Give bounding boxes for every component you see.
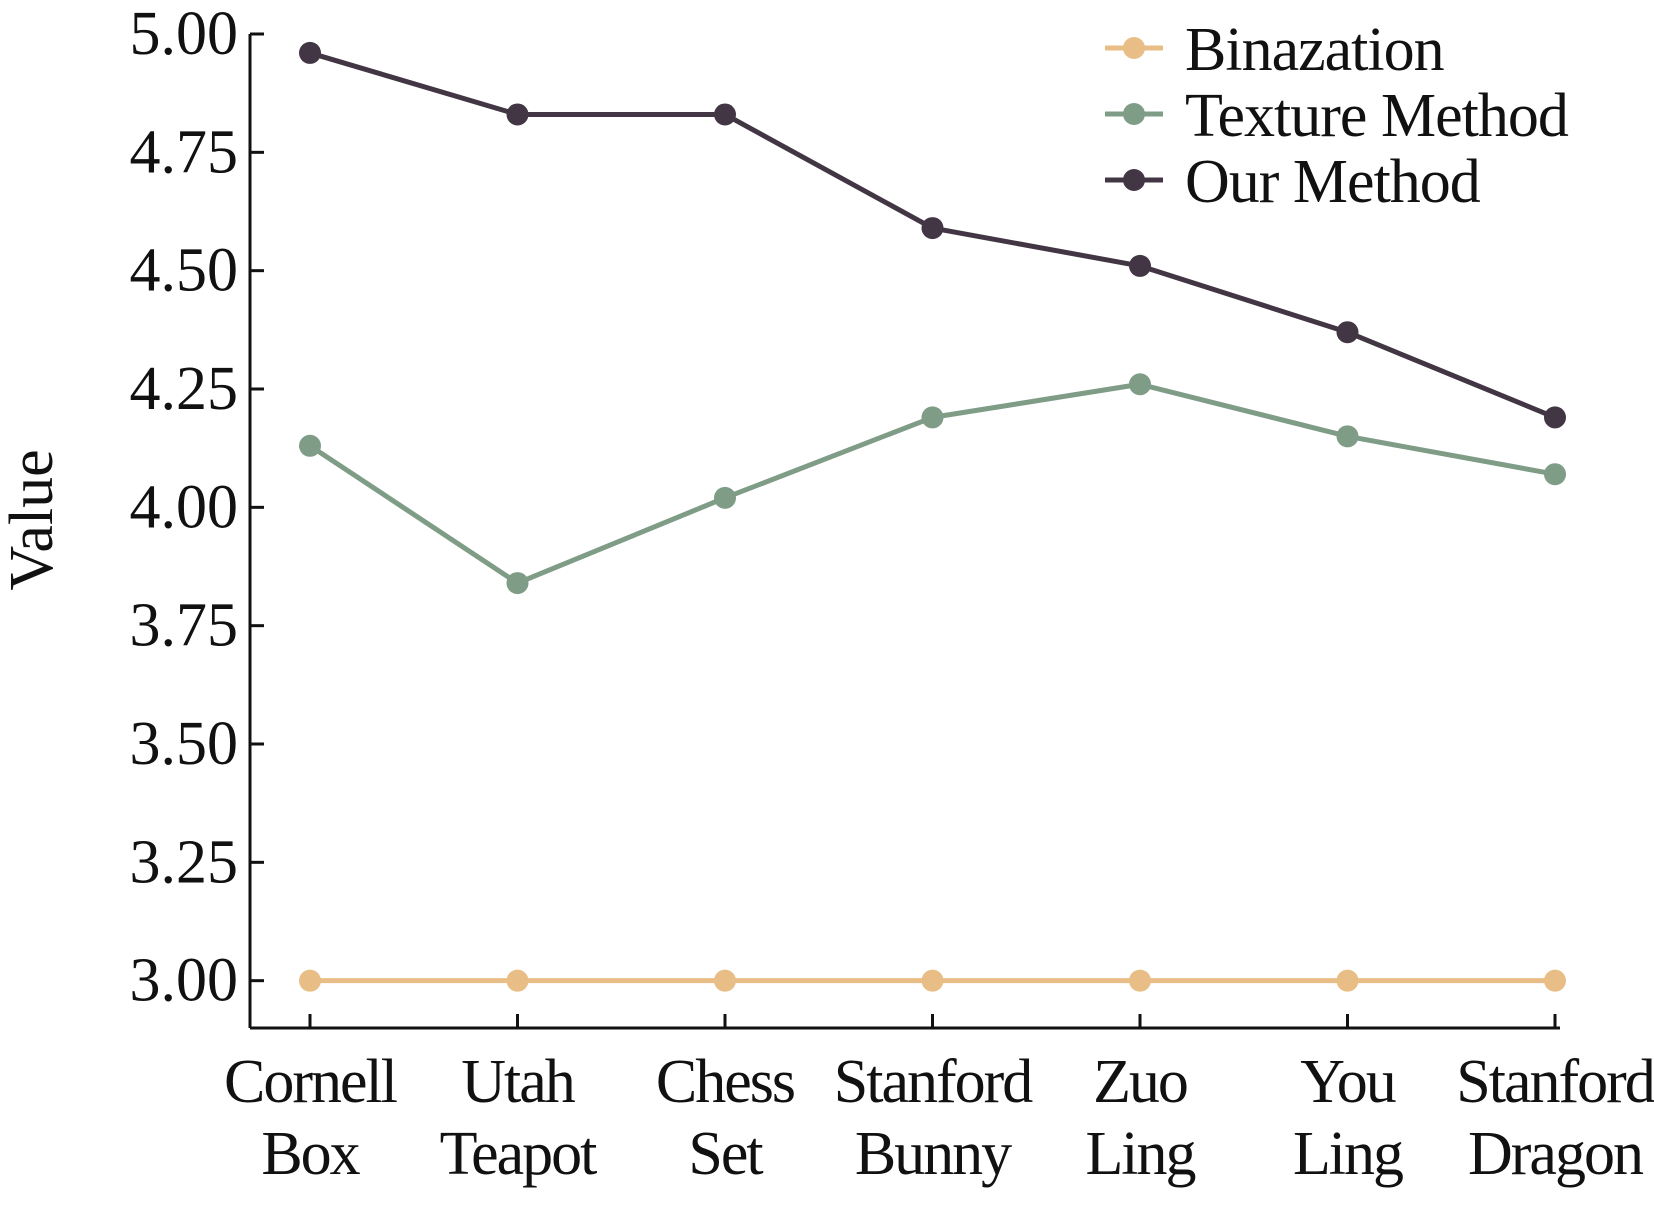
x-tick-label-line: Teapot — [440, 1120, 598, 1188]
x-tick-label-line: Box — [261, 1120, 360, 1188]
y-tick-label: 4.25 — [130, 355, 239, 423]
legend-swatch-marker — [1123, 169, 1145, 191]
x-tick-label-line: Zuo — [1093, 1048, 1187, 1116]
y-tick-label: 3.25 — [130, 828, 239, 896]
y-tick-label: 4.75 — [130, 118, 239, 186]
legend-item: Our Method — [1105, 148, 1482, 216]
x-tick-label-line: Dragon — [1468, 1120, 1644, 1188]
y-tick-label: 5.00 — [130, 0, 239, 68]
series-binazation — [299, 969, 1566, 992]
y-tick-label: 3.00 — [130, 947, 239, 1015]
x-tick-label: Cornell Box — [224, 1048, 397, 1188]
data-point — [714, 103, 736, 126]
series-texture-method — [299, 373, 1566, 595]
y-axis-ticks: 3.00 3.25 3.50 3.75 4.00 4.25 4.50 4.75 5.00 — [130, 0, 264, 1015]
data-point — [1544, 406, 1566, 429]
data-point — [714, 969, 736, 992]
series-our-method — [299, 41, 1566, 429]
data-point — [1544, 969, 1566, 992]
data-point — [1336, 969, 1359, 992]
data-point — [299, 969, 321, 992]
x-tick-label-line: Ling — [1293, 1120, 1403, 1188]
data-point — [1544, 463, 1566, 486]
y-tick-label: 3.50 — [130, 710, 239, 778]
data-point — [506, 969, 529, 992]
series-group — [299, 41, 1566, 992]
legend-item: Binazation — [1105, 16, 1446, 84]
x-tick-label-line: Chess — [656, 1048, 794, 1116]
x-tick-label: Zuo Ling — [1085, 1048, 1195, 1188]
legend-label: Texture Method — [1185, 82, 1569, 150]
y-tick-label: 4.50 — [130, 237, 239, 305]
data-point — [1129, 373, 1151, 396]
data-point — [299, 434, 321, 457]
x-tick-label-line: Utah — [461, 1048, 576, 1116]
legend-swatch-marker — [1123, 37, 1145, 59]
y-tick-label: 4.00 — [130, 473, 239, 541]
legend-label: Binazation — [1185, 16, 1445, 84]
x-tick-label-line: Cornell — [224, 1048, 397, 1116]
data-point — [921, 217, 944, 240]
data-point — [1336, 321, 1359, 344]
x-tick-label: Stanford Dragon — [1456, 1048, 1654, 1188]
y-tick-label: 3.75 — [130, 592, 239, 660]
x-tick-label-line: Bunny — [855, 1120, 1012, 1188]
data-point — [1336, 425, 1359, 448]
x-tick-label-line: Ling — [1085, 1120, 1195, 1188]
data-point — [1129, 254, 1151, 277]
data-point — [506, 103, 529, 126]
x-tick-label-line: Stanford — [834, 1048, 1034, 1116]
x-tick-label-line: Stanford — [1456, 1048, 1654, 1116]
data-point — [299, 41, 321, 64]
data-point — [714, 486, 736, 509]
data-point — [1129, 969, 1151, 992]
x-tick-label: Stanford Bunny — [834, 1048, 1034, 1188]
legend-swatch-marker — [1123, 103, 1145, 125]
data-point — [506, 572, 529, 595]
x-tick-label: Utah Teapot — [440, 1048, 598, 1188]
data-point — [921, 406, 944, 429]
x-tick-label-line: Set — [688, 1120, 763, 1188]
data-point — [921, 969, 944, 992]
x-tick-label: Chess Set — [656, 1048, 794, 1188]
legend-label: Our Method — [1185, 148, 1481, 216]
legend-item: Texture Method — [1105, 82, 1570, 150]
y-axis-label: Value — [0, 449, 66, 590]
x-tick-label: You Ling — [1293, 1048, 1403, 1188]
x-tick-label-line: You — [1300, 1048, 1396, 1116]
